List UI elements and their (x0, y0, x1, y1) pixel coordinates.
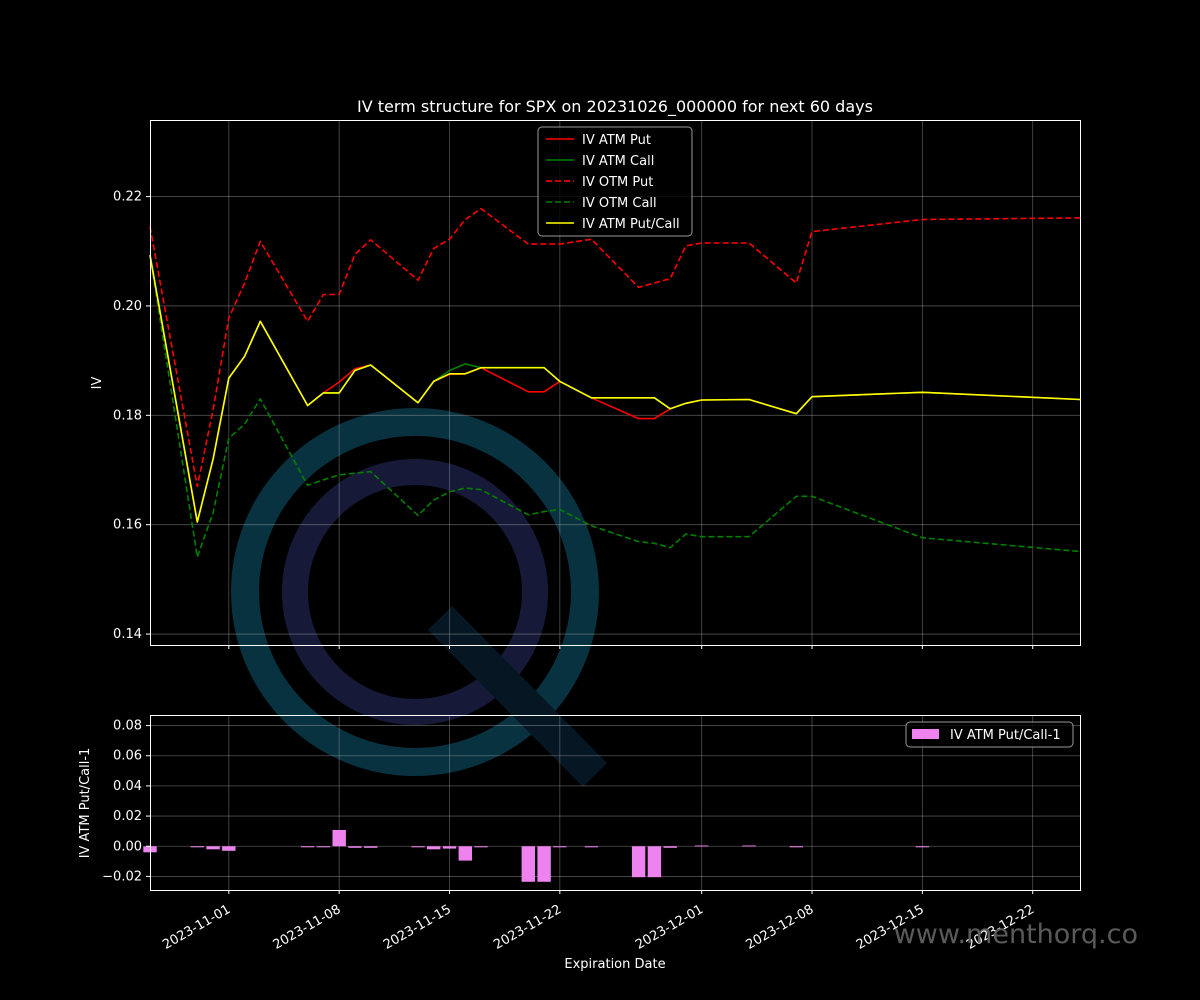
bottom-y-tick-label: −0.02 (102, 869, 142, 884)
legend-label: IV ATM Put/Call (582, 217, 680, 232)
legend-label: IV ATM Put/Call-1 (950, 728, 1061, 743)
menthorq-q-logo-icon (231, 408, 608, 787)
top-y-tick-label: 0.18 (113, 408, 142, 423)
watermark-q-tail (427, 606, 608, 787)
ratio-bar (553, 846, 567, 848)
legend-label: IV ATM Put (582, 133, 651, 148)
top-axes-frame (150, 120, 1081, 646)
ratio-bar (190, 846, 204, 848)
ratio-bar (364, 846, 378, 848)
ratio-bar (915, 846, 930, 848)
legend-swatch (912, 729, 939, 739)
watermark-text: www.menthorq.co (894, 919, 1138, 950)
ratio-bar (348, 846, 362, 848)
top-series-group (149, 207, 1081, 558)
ratio-bar (442, 846, 457, 849)
ratio-bar (332, 830, 346, 847)
ratio-bar (537, 846, 551, 882)
watermark-inner-ring (282, 459, 548, 725)
bottom-y-tick-label: 0.06 (113, 749, 142, 764)
ratio-bar (427, 846, 441, 850)
series-line-iv-atm-put-call (149, 254, 1081, 523)
x-axis-label: Expiration Date (564, 957, 665, 972)
ratio-bar (222, 846, 236, 851)
ratio-bar (521, 846, 535, 882)
bottom-y-tick-label: 0.08 (113, 719, 142, 734)
ratio-bar (584, 846, 599, 848)
bottom-y-axis-label: IV ATM Put/Call-1 (78, 748, 93, 859)
top-y-tick-label: 0.22 (113, 190, 142, 205)
ratio-bar (206, 846, 220, 850)
bottom-y-tick-label: 0.04 (113, 779, 142, 794)
ratio-bar (411, 846, 425, 848)
ratio-bar (663, 846, 677, 848)
bottom-y-tick-label: 0.00 (113, 839, 142, 854)
bottom-axes-frame (150, 715, 1081, 891)
ratio-bar (742, 845, 756, 847)
bottom-bars-group (143, 830, 930, 882)
top-ticks: 0.14 0.16 0.18 0.20 0.22 (113, 190, 1034, 649)
ratio-bar (458, 846, 472, 861)
bottom-legend: IV ATM Put/Call-1 (905, 721, 1074, 748)
ratio-bar (647, 846, 662, 878)
top-y-tick-label: 0.14 (113, 627, 142, 642)
ratio-bar (631, 846, 646, 878)
ratio-bar (316, 846, 331, 848)
iv-term-structure-panel: 0.14 0.16 0.18 0.20 0.22 IV term structure f… (90, 97, 1081, 649)
ratio-bar (695, 845, 709, 847)
ratio-bar (300, 846, 315, 848)
top-y-axis-label: IV (90, 377, 105, 390)
legend-label: IV ATM Call (582, 154, 654, 169)
top-y-tick-label: 0.16 (113, 518, 142, 533)
chart-title: IV term structure for SPX on 20231026_00… (357, 97, 873, 117)
ratio-bar (789, 846, 803, 848)
watermark-outer-ring (231, 408, 599, 776)
top-legend-box (537, 126, 693, 237)
top-legend: IV ATM Put IV ATM Call IV OTM Put IV OTM Ca… (537, 126, 693, 237)
top-y-tick-label: 0.20 (113, 299, 142, 314)
bottom-legend-box (905, 721, 1074, 748)
legend-label: IV OTM Call (582, 196, 657, 211)
series-line-iv-otm-call (149, 254, 1081, 558)
bottom-y-tick-label: 0.02 (113, 809, 142, 824)
legend-label: IV OTM Put (582, 175, 653, 190)
series-line-iv-otm-put (149, 207, 1081, 488)
ratio-bar (474, 846, 488, 848)
bottom-grid (150, 715, 1080, 890)
